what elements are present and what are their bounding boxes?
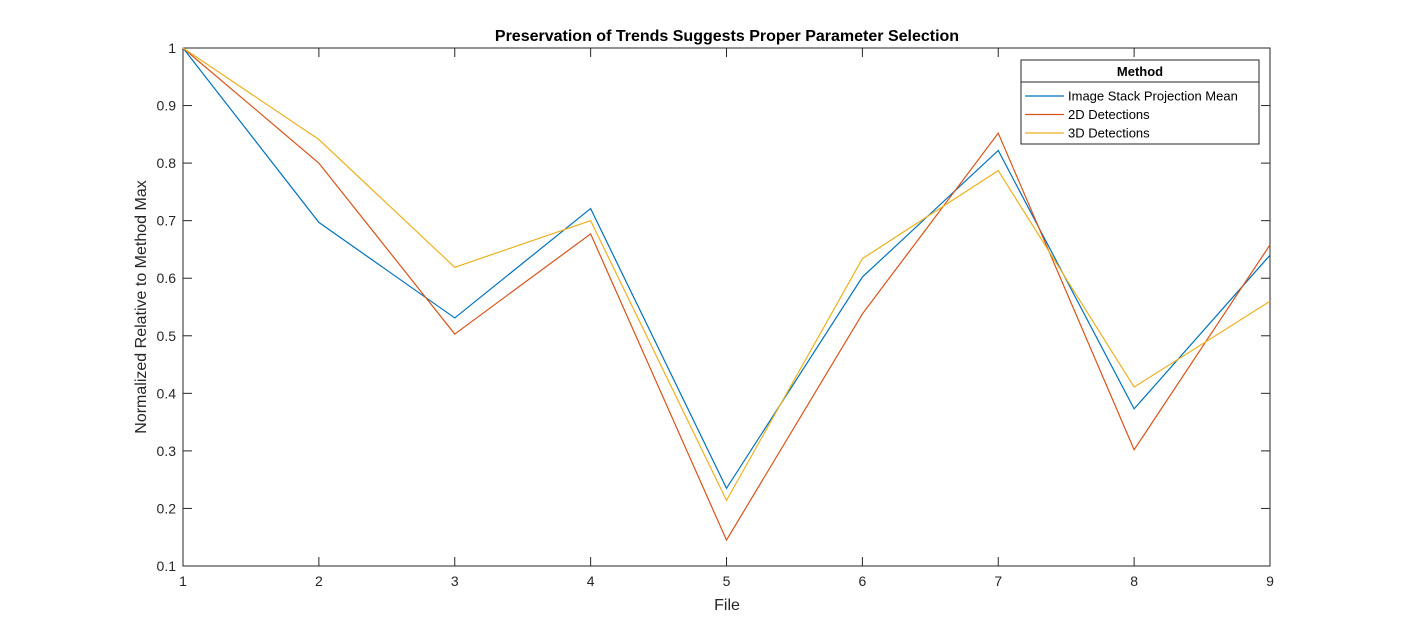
x-tick-label: 2 [315, 573, 323, 589]
x-tick-label: 7 [994, 573, 1002, 589]
legend-entry-label: 3D Detections [1068, 126, 1150, 141]
x-tick-label: 5 [723, 573, 731, 589]
ticks: 1 2 3 4 5 6 7 8 9 0.1 0.2 0.3 0.4 0.5 0.6 0.7 0.8 0.9 1 [157, 40, 1275, 589]
chart-title: Preservation of Trends Suggests Proper P… [495, 28, 959, 45]
y-tick-label: 0.3 [157, 443, 177, 459]
legend-items: Image Stack Projection Mean 2D Detections… [1025, 89, 1238, 141]
y-tick-label: 0.4 [157, 385, 177, 401]
x-axis-label: File [714, 597, 740, 614]
y-axis-label: Normalized Relative to Method Max [133, 180, 150, 433]
y-tick-label: 0.5 [157, 328, 177, 344]
x-tick-label: 9 [1266, 573, 1274, 589]
x-tick-label: 4 [587, 573, 595, 589]
x-tick-label: 6 [858, 573, 866, 589]
legend-entry-label: 2D Detections [1068, 107, 1150, 122]
series-line-3d-detections [182, 47, 1271, 502]
legend-box [1020, 59, 1260, 145]
series-line-2d-detections [182, 47, 1271, 542]
y-tick-label: 0.7 [157, 213, 177, 229]
y-tick-label: 0.8 [157, 155, 177, 171]
y-tick-label: 0.1 [157, 558, 177, 574]
legend: Method Image Stack Projection Mean 2D Det… [1020, 59, 1260, 145]
y-tick-label: 0.9 [157, 98, 177, 114]
y-tick-label: 1 [168, 40, 176, 56]
series-lines [182, 47, 1271, 542]
x-tick-label: 3 [451, 573, 459, 589]
legend-entry-label: Image Stack Projection Mean [1068, 89, 1238, 104]
y-tick-label: 0.6 [157, 270, 177, 286]
x-tick-label: 1 [179, 573, 187, 589]
legend-title: Method [1117, 64, 1163, 79]
x-tick-label: 8 [1130, 573, 1138, 589]
series-line-image-stack-projection-mean [182, 47, 1271, 490]
y-tick-label: 0.2 [157, 500, 177, 516]
